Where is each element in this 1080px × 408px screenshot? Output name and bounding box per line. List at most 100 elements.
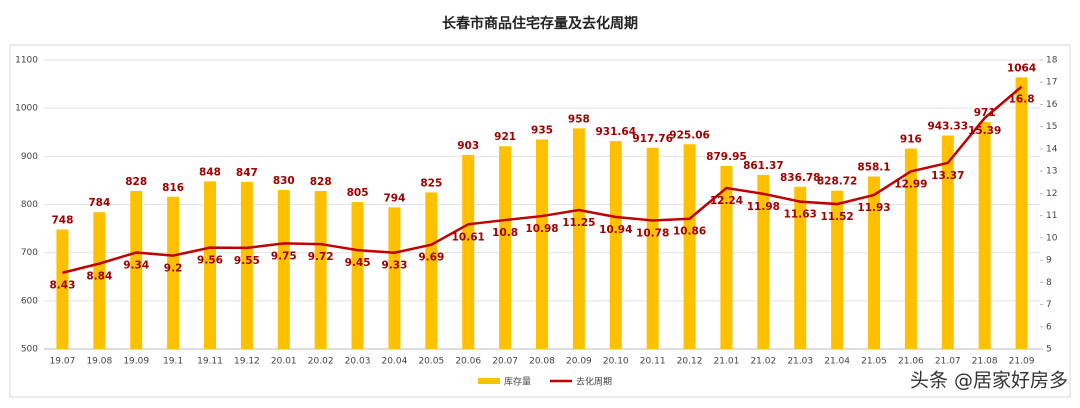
line-value-label: 10.98 [525, 223, 558, 235]
y-tick-label: 1100 [15, 56, 38, 66]
bar-value-label: 748 [51, 215, 73, 227]
bar-value-label: 828 [310, 176, 332, 188]
bar-value-label: 828 [125, 176, 147, 188]
y2-tick-label: 8 [1046, 278, 1052, 288]
bar [130, 191, 143, 349]
bar [646, 147, 659, 349]
x-tick-label: 19.09 [123, 357, 149, 367]
x-tick-label: 19.1 [163, 357, 183, 367]
line-value-label: 9.55 [234, 255, 260, 267]
bar [831, 190, 844, 349]
y2-tick-label: 18 [1046, 56, 1058, 66]
x-tick-label: 21.09 [1009, 357, 1035, 367]
legend-swatch [478, 378, 500, 384]
y2-tick-label: 5 [1046, 345, 1052, 355]
y-tick-label: 700 [21, 248, 38, 258]
bar [683, 144, 696, 349]
line-value-label: 15.39 [968, 125, 1001, 137]
bar [277, 190, 290, 349]
bar [204, 181, 216, 349]
line-value-label: 10.86 [673, 226, 706, 238]
line-value-label: 9.2 [164, 263, 183, 275]
x-tick-label: 20.07 [492, 357, 518, 367]
x-tick-label: 19.07 [50, 357, 76, 367]
legend-label: 库存量 [504, 376, 531, 388]
bar [720, 165, 733, 349]
bar-value-label: 828.72 [817, 176, 858, 188]
bar-value-label: 858.1 [857, 162, 890, 174]
line-value-label: 9.56 [197, 255, 223, 267]
line-value-label: 10.61 [452, 231, 485, 243]
x-tick-label: 21.03 [787, 357, 813, 367]
bar-value-label: 805 [347, 187, 369, 199]
bar-value-label: 847 [236, 167, 258, 179]
bar-value-label: 925.06 [669, 129, 710, 141]
bar-value-label: 825 [420, 177, 442, 189]
bar [462, 154, 475, 349]
bar [240, 181, 253, 349]
bar-value-label: 1064 [1007, 62, 1036, 74]
y2-tick-label: 6 [1046, 322, 1052, 332]
x-tick-label: 20.03 [345, 357, 371, 367]
line-value-label: 11.98 [747, 201, 780, 213]
bar-value-label: 784 [88, 197, 110, 209]
x-tick-label: 20.04 [382, 357, 408, 367]
x-tick-label: 20.10 [603, 357, 629, 367]
x-tick-label: 21.08 [972, 357, 998, 367]
x-tick-label: 20.02 [308, 357, 334, 367]
line-value-label: 10.8 [492, 227, 518, 239]
x-tick-label: 19.12 [234, 357, 260, 367]
bar [425, 192, 438, 349]
y2-tick-label: 13 [1046, 167, 1057, 177]
watermark: 头条 @居家好房多 [910, 370, 1068, 392]
line-value-label: 10.78 [636, 228, 669, 240]
line-value-label: 9.75 [271, 250, 297, 262]
bar [1015, 77, 1028, 349]
line-value-label: 9.34 [123, 260, 149, 272]
y2-tick-label: 11 [1046, 211, 1057, 221]
y-tick-label: 500 [21, 345, 38, 355]
y-tick-label: 800 [21, 200, 38, 210]
line-value-label: 11.93 [857, 202, 890, 214]
bar-value-label: 917.76 [632, 133, 673, 145]
bar-value-label: 931.64 [596, 126, 637, 138]
bar [351, 202, 364, 349]
y2-tick-label: 17 [1046, 78, 1057, 88]
x-tick-label: 20.08 [529, 357, 555, 367]
line-value-label: 9.45 [345, 257, 371, 269]
bar [93, 212, 106, 349]
line [62, 85, 1023, 274]
x-tick-label: 21.01 [714, 357, 740, 367]
bar [572, 128, 585, 349]
chart-title: 长春市商品住宅存量及去化周期 [442, 15, 638, 32]
bar [609, 141, 622, 349]
line-value-label: 8.84 [86, 271, 112, 283]
x-tick-label: 20.06 [455, 357, 481, 367]
bar [536, 139, 548, 349]
y2-tick-label: 7 [1046, 300, 1052, 310]
y2-tick-label: 15 [1046, 122, 1057, 132]
line-value-label: 8.43 [49, 280, 75, 292]
x-tick-label: 20.01 [271, 357, 297, 367]
bar-value-label: 794 [383, 192, 405, 204]
bar-value-label: 935 [531, 124, 553, 136]
y2-tick-label: 14 [1046, 144, 1058, 154]
bar-value-label: 816 [162, 182, 184, 194]
bar-value-label: 958 [568, 113, 590, 125]
y2-tick-label: 12 [1046, 189, 1057, 199]
bar-value-label: 836.78 [780, 172, 821, 184]
bar [757, 174, 770, 349]
line-value-label: 9.72 [308, 251, 334, 263]
line-value-label: 12.24 [710, 195, 743, 207]
bar [868, 176, 880, 349]
x-tick-label: 20.05 [418, 357, 444, 367]
x-tick-label: 20.12 [677, 357, 703, 367]
bar [388, 207, 401, 349]
x-tick-label: 19.11 [197, 357, 223, 367]
bar [904, 148, 917, 349]
chart-frame [9, 44, 1071, 398]
bar [167, 196, 180, 349]
line-value-label: 10.94 [599, 224, 632, 236]
